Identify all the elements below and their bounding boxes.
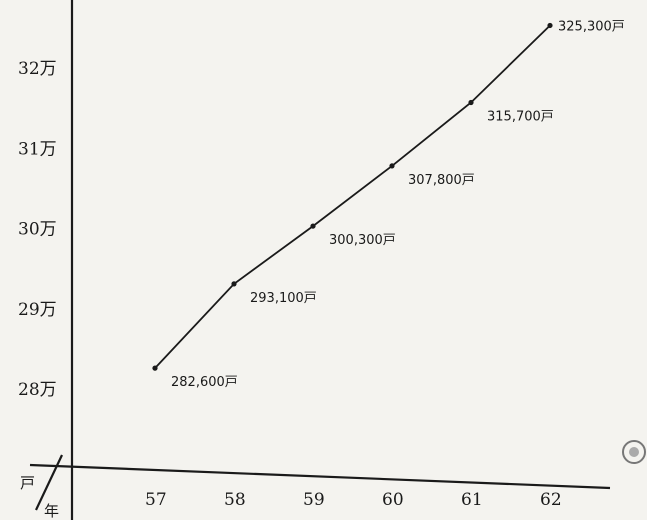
x-tick-label: 61 (461, 490, 483, 510)
data-label: 293,100戸 (250, 291, 317, 306)
x-tick-label: 58 (224, 490, 246, 510)
x-tick-labels: 57 58 59 60 61 62 (145, 490, 562, 510)
y-tick-label: 31万 (18, 139, 57, 159)
data-label: 282,600戸 (171, 375, 238, 390)
y-unit-label: 戸 (20, 474, 35, 492)
data-point (310, 223, 316, 229)
axes (29, 0, 611, 520)
data-point (389, 163, 395, 169)
x-tick-label: 60 (382, 490, 404, 510)
data-point (152, 365, 158, 371)
x-tick-label: 57 (145, 490, 167, 510)
data-labels: 282,600戸 293,100戸 300,300戸 307,800戸 315,700戸… (171, 19, 625, 390)
data-point (468, 99, 474, 106)
y-tick-labels: 28万 29万 30万 31万 32万 (18, 59, 57, 400)
y-tick-label: 32万 (18, 59, 57, 79)
y-tick-label: 28万 (18, 380, 57, 400)
y-tick-label: 29万 (18, 300, 57, 320)
data-label: 307,800戸 (408, 173, 475, 188)
stamp-icon (622, 440, 646, 464)
x-unit-label: 年 (44, 502, 59, 520)
data-point (231, 281, 237, 287)
x-tick-label: 62 (540, 490, 562, 510)
x-axis (29, 463, 611, 490)
data-label: 325,300戸 (558, 19, 625, 34)
data-points (152, 22, 553, 371)
axis-divider-line (35, 454, 63, 511)
data-label: 315,700戸 (487, 110, 554, 125)
series-line (154, 24, 551, 369)
y-tick-label: 30万 (18, 220, 57, 240)
x-tick-label: 59 (303, 490, 325, 510)
data-label: 300,300戸 (329, 233, 396, 248)
data-point (547, 22, 553, 29)
